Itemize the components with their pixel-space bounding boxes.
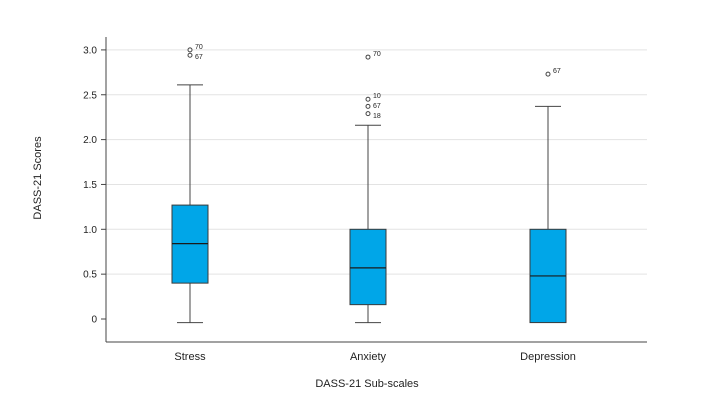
- outlier-label: 18: [373, 113, 381, 120]
- y-tick-label: 3.0: [83, 45, 97, 56]
- outlier-label: 70: [195, 44, 203, 51]
- y-tick-label: 2.5: [83, 90, 97, 101]
- x-axis-categories: Stress Anxiety Depression: [174, 351, 575, 363]
- outlier-point: [187, 47, 193, 53]
- iqr-box: [349, 228, 387, 306]
- outlier-point: [365, 103, 371, 109]
- outlier-label: 70: [373, 51, 381, 58]
- y-tick-label: 1.0: [83, 225, 97, 236]
- y-axis-title: DASS-21 Scores: [32, 136, 44, 220]
- y-tick-label: 0.5: [83, 270, 97, 281]
- outlier-point: [365, 96, 371, 102]
- outlier-label: 67: [553, 68, 561, 75]
- outlier-point: [545, 71, 551, 77]
- x-axis-title: DASS-21 Sub-scales: [315, 378, 419, 390]
- outlier-label: 67: [195, 54, 203, 61]
- outlier-point: [365, 54, 371, 60]
- x-category-label: Stress: [174, 351, 206, 363]
- y-tick-label: 0: [91, 315, 97, 326]
- y-tick-label: 1.5: [83, 180, 97, 191]
- y-axis-ticks: 0 0.5 1.0 1.5 2.0 2.5 3.0: [83, 45, 106, 326]
- outlier-label: 10: [373, 93, 381, 100]
- outlier-point: [187, 52, 193, 58]
- box-depression: 67: [529, 68, 567, 324]
- y-tick-label: 2.0: [83, 135, 97, 146]
- x-category-label: Depression: [520, 351, 576, 363]
- x-category-label: Anxiety: [350, 351, 387, 363]
- box-anxiety: 70 10 67 18: [349, 51, 387, 324]
- outlier-label: 67: [373, 103, 381, 110]
- outlier-point: [365, 111, 371, 117]
